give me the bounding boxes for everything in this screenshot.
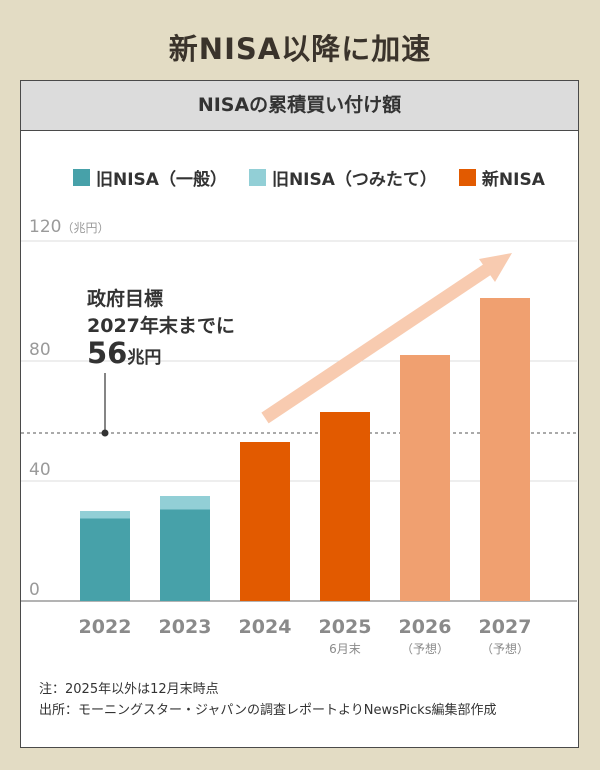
legend-item-old-general: 旧NISA（一般）: [73, 165, 227, 190]
card-title: NISAの累積買い付け額: [21, 81, 578, 131]
x-label-2022: 2022: [79, 616, 132, 638]
y-tick-top: 120: [29, 217, 62, 237]
x-label-2025: 2025: [319, 616, 372, 638]
y-axis-unit-label: 120（兆円）: [29, 217, 109, 237]
legend-item-old-tsumitate: 旧NISA（つみたて）: [248, 165, 437, 190]
trend-arrow-head: [479, 253, 512, 282]
legend-swatch-old-tsumitate: [248, 169, 266, 186]
trend-arrow-shaft: [261, 261, 495, 424]
legend-swatch-old-general: [73, 169, 90, 186]
footnote: 注：2025年以外は12月末時点 出所：モーニングスター・ジャパンの調査レポート…: [39, 679, 496, 721]
bar-2024-series-2: [240, 442, 290, 601]
bar-2022-series-0: [80, 518, 130, 601]
y-tick-label-40: 40: [29, 460, 51, 480]
headline: 新NISA以降に加速: [168, 32, 432, 66]
bar-2027-series-2: [480, 298, 530, 601]
x-sublabel-2025: 6月末: [329, 642, 361, 656]
bar-2023-series-1: [160, 496, 210, 510]
bar-2022-series-1: [80, 511, 130, 519]
y-tick-label-80: 80: [29, 340, 51, 360]
target-line2: 2027年末までに: [87, 315, 235, 337]
x-sublabel-2027: （予想）: [481, 641, 529, 656]
bar-2026-series-2: [400, 355, 450, 601]
bar-2025-series-2: [320, 412, 370, 601]
x-label-2027: 2027: [479, 616, 532, 638]
legend-item-new: 新NISA: [458, 165, 545, 190]
y-tick-label-0: 0: [29, 580, 40, 600]
unit-label: （兆円）: [61, 221, 110, 235]
target-marker: [101, 429, 109, 437]
x-sublabel-2026: （予想）: [401, 641, 449, 656]
x-label-2024: 2024: [239, 616, 292, 638]
legend-label-old-tsumitate: 旧NISA（つみたて）: [271, 170, 437, 190]
chart-card: NISAの累積買い付け額 旧NISA（一般） 旧NISA（つみたて） 新NISA…: [20, 80, 579, 748]
target-annotation: 政府目標 2027年末までに 56兆円: [87, 286, 235, 372]
legend-swatch-new: [458, 169, 476, 186]
target-unit: 兆円: [127, 348, 162, 368]
legend: 旧NISA（一般） 旧NISA（つみたて） 新NISA: [73, 165, 545, 190]
legend-label-old-general: 旧NISA（一般）: [96, 170, 227, 190]
note-line1: 注：2025年以外は12月末時点: [39, 682, 219, 697]
bar-2023-series-0: [160, 509, 210, 601]
x-label-2023: 2023: [159, 616, 212, 638]
x-label-2026: 2026: [399, 616, 452, 638]
note-line2: 出所：モーニングスター・ジャパンの調査レポートよりNewsPicks編集部作成: [39, 703, 497, 718]
target-value: 56: [87, 336, 128, 370]
target-line1: 政府目標: [87, 288, 164, 310]
bar-chart: 0 40 80 2022 2023 2024 2025 6月末 2026 （予想） 2027 （予想…: [21, 240, 577, 656]
legend-label-new: 新NISA: [481, 170, 545, 190]
